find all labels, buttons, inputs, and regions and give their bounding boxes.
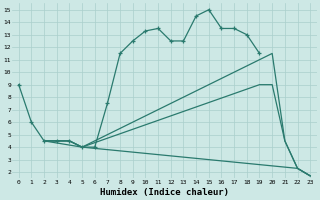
X-axis label: Humidex (Indice chaleur): Humidex (Indice chaleur) bbox=[100, 188, 229, 197]
